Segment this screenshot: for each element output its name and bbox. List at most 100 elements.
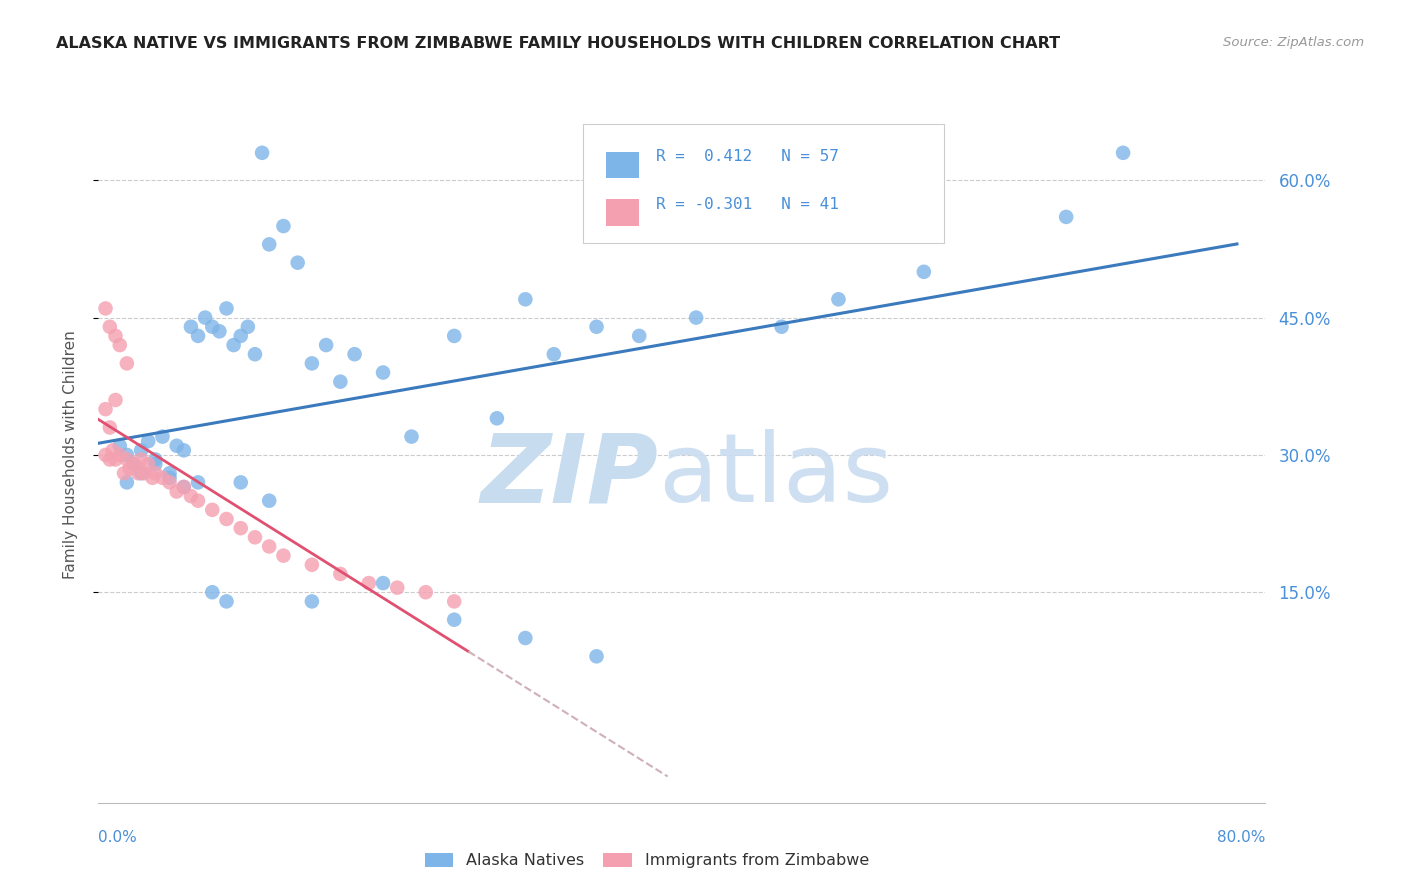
Point — [129, 443, 152, 458]
Point — [187, 475, 209, 490]
Point — [543, 347, 565, 361]
Point — [173, 443, 195, 458]
Point — [628, 329, 651, 343]
Y-axis label: Family Households with Children: Family Households with Children — [63, 331, 77, 579]
Point — [122, 457, 145, 471]
Point — [127, 467, 149, 481]
Point — [287, 255, 309, 269]
Point — [329, 566, 352, 581]
Point — [912, 265, 935, 279]
Point — [371, 366, 394, 380]
Point — [159, 467, 181, 481]
Point — [229, 329, 252, 343]
Point — [180, 319, 202, 334]
Point — [136, 457, 159, 471]
Point — [98, 420, 121, 434]
Point — [129, 452, 152, 467]
Point — [257, 493, 280, 508]
Point — [273, 549, 295, 563]
Point — [273, 219, 295, 233]
Point — [141, 471, 163, 485]
Point — [301, 558, 323, 572]
Point — [98, 319, 121, 334]
Point — [115, 356, 138, 370]
Point — [401, 429, 423, 443]
Point — [257, 540, 280, 554]
Point — [101, 443, 124, 458]
Point — [1112, 145, 1135, 160]
Point — [257, 237, 280, 252]
Point — [243, 530, 266, 544]
Text: 0.0%: 0.0% — [98, 830, 138, 845]
Point — [208, 324, 231, 338]
Point — [115, 475, 138, 490]
Point — [443, 329, 465, 343]
Point — [104, 329, 127, 343]
Point — [159, 475, 181, 490]
Text: R = -0.301   N = 41: R = -0.301 N = 41 — [657, 197, 839, 212]
Point — [122, 457, 145, 471]
Point — [143, 452, 166, 467]
Point — [108, 439, 131, 453]
FancyBboxPatch shape — [606, 200, 638, 226]
Point — [166, 439, 188, 453]
Point — [301, 594, 323, 608]
Point — [236, 319, 259, 334]
Text: R =  0.412   N = 57: R = 0.412 N = 57 — [657, 149, 839, 164]
Point — [187, 329, 209, 343]
Point — [173, 480, 195, 494]
Point — [152, 429, 174, 443]
Point — [115, 452, 138, 467]
Point — [301, 356, 323, 370]
Point — [108, 448, 131, 462]
Point — [770, 319, 793, 334]
Point — [180, 489, 202, 503]
Text: Source: ZipAtlas.com: Source: ZipAtlas.com — [1223, 36, 1364, 49]
Point — [585, 649, 607, 664]
Point — [1054, 210, 1077, 224]
Point — [201, 319, 224, 334]
Point — [222, 338, 245, 352]
Point — [152, 471, 174, 485]
Legend: Alaska Natives, Immigrants from Zimbabwe: Alaska Natives, Immigrants from Zimbabwe — [418, 847, 876, 875]
Point — [118, 461, 141, 475]
Point — [250, 145, 273, 160]
Point — [415, 585, 437, 599]
Point — [201, 585, 224, 599]
Point — [243, 347, 266, 361]
Point — [194, 310, 217, 325]
FancyBboxPatch shape — [606, 152, 638, 178]
Point — [115, 448, 138, 462]
Text: 80.0%: 80.0% — [1218, 830, 1265, 845]
Point — [173, 480, 195, 494]
Point — [329, 375, 352, 389]
Point — [132, 467, 155, 481]
FancyBboxPatch shape — [582, 124, 945, 243]
Point — [108, 338, 131, 352]
Point — [229, 475, 252, 490]
Point — [143, 457, 166, 471]
Point — [315, 338, 337, 352]
Point — [187, 493, 209, 508]
Point — [357, 576, 380, 591]
Point — [443, 613, 465, 627]
Point — [143, 467, 166, 481]
Point — [515, 631, 537, 645]
Point — [104, 392, 127, 407]
Point — [98, 452, 121, 467]
Point — [229, 521, 252, 535]
Text: atlas: atlas — [658, 429, 894, 523]
Point — [343, 347, 366, 361]
Point — [585, 319, 607, 334]
Text: ZIP: ZIP — [481, 429, 658, 523]
Point — [159, 471, 181, 485]
Point — [371, 576, 394, 591]
Point — [827, 293, 849, 307]
Point — [136, 434, 159, 449]
Point — [104, 452, 127, 467]
Point — [112, 467, 135, 481]
Point — [485, 411, 508, 425]
Point — [215, 301, 238, 316]
Point — [443, 594, 465, 608]
Text: ALASKA NATIVE VS IMMIGRANTS FROM ZIMBABWE FAMILY HOUSEHOLDS WITH CHILDREN CORREL: ALASKA NATIVE VS IMMIGRANTS FROM ZIMBABW… — [56, 36, 1060, 51]
